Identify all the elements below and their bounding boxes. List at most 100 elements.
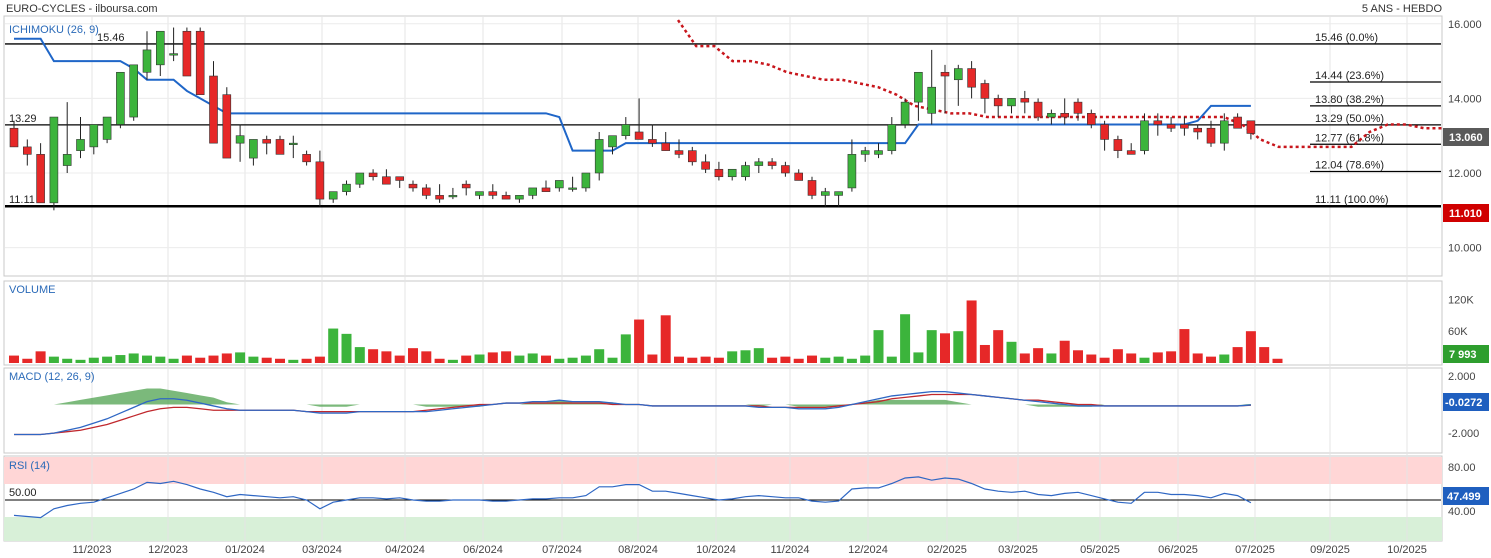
last-price-badge bbox=[1443, 128, 1489, 146]
volume-bar bbox=[594, 349, 605, 363]
candle-body bbox=[687, 150, 697, 163]
candle bbox=[820, 187, 830, 207]
candle bbox=[1233, 113, 1242, 129]
fib-right-label: 13.29 (50.0%) bbox=[1315, 113, 1384, 125]
candle-body bbox=[1140, 120, 1149, 151]
candle-body bbox=[169, 53, 178, 56]
candle bbox=[1033, 98, 1043, 121]
candle-body bbox=[328, 191, 338, 200]
candle-body bbox=[342, 183, 351, 192]
volume-bar bbox=[1046, 353, 1057, 363]
candle bbox=[727, 168, 737, 181]
candle-body bbox=[1100, 124, 1109, 140]
volume-bar bbox=[221, 353, 232, 363]
candle-body bbox=[1180, 124, 1189, 129]
volume-bar bbox=[301, 358, 312, 363]
volume-bar bbox=[607, 357, 618, 363]
volume-bar bbox=[979, 344, 990, 363]
candle bbox=[76, 117, 85, 159]
volume-bar bbox=[354, 347, 365, 363]
low-price-badge bbox=[1443, 204, 1489, 222]
candle bbox=[62, 102, 72, 173]
candle bbox=[249, 139, 258, 166]
candle bbox=[1180, 117, 1189, 136]
candle-body bbox=[701, 161, 710, 170]
candle-body bbox=[129, 64, 138, 118]
x-tick-label: 07/2024 bbox=[542, 544, 582, 556]
volume-bar bbox=[102, 356, 113, 363]
volume-bar bbox=[48, 356, 59, 363]
candle bbox=[22, 139, 32, 166]
volume-bar bbox=[35, 351, 46, 363]
rsi-y-tick: 40.00 bbox=[1448, 506, 1476, 518]
candle-body bbox=[22, 146, 32, 155]
candle-body bbox=[142, 49, 152, 73]
candle-body bbox=[368, 172, 378, 178]
macd-badge-text: -0.0272 bbox=[1445, 397, 1482, 409]
volume-badge-text: 7 993 bbox=[1449, 349, 1477, 361]
candle bbox=[355, 172, 365, 188]
candle bbox=[674, 139, 684, 159]
candle bbox=[860, 146, 870, 162]
x-tick-label: 09/2025 bbox=[1310, 544, 1350, 556]
volume-bar bbox=[208, 355, 219, 363]
y-axis-ticks: 16.000 14.000 12.000 10.000 120K 60K 2.000 -2.0… bbox=[1448, 19, 1482, 518]
candle-body bbox=[209, 75, 218, 144]
candle-body bbox=[1206, 127, 1216, 144]
candle bbox=[1126, 143, 1136, 155]
volume-bar bbox=[128, 353, 139, 363]
rsi-mid-label: 50.00 bbox=[9, 487, 37, 499]
price-panel-frame bbox=[3, 15, 1443, 277]
candle bbox=[701, 154, 710, 173]
candle bbox=[967, 61, 976, 99]
volume-bar bbox=[181, 355, 192, 363]
price-y-tick: 14.000 bbox=[1448, 93, 1482, 105]
fib-left-label: 15.46 bbox=[97, 32, 125, 44]
candle bbox=[222, 87, 232, 159]
candle bbox=[488, 184, 498, 200]
candle bbox=[914, 71, 923, 121]
grid bbox=[5, 17, 1441, 541]
candle bbox=[648, 124, 657, 147]
candle-body bbox=[515, 195, 524, 200]
volume-bar bbox=[9, 355, 19, 363]
candle bbox=[767, 158, 777, 170]
candle bbox=[262, 135, 272, 155]
volume-bar bbox=[820, 357, 831, 363]
chart-period: 5 ANS - HEBDO bbox=[1362, 3, 1443, 15]
x-tick-label: 08/2024 bbox=[618, 544, 658, 556]
candle bbox=[501, 191, 511, 200]
fibonacci-lines: 15.46 (0.0%) 15.46 14.44 (23.6%) 13.80 (38.… bbox=[5, 32, 1441, 501]
volume-bar bbox=[22, 358, 33, 363]
volume-bars bbox=[9, 300, 1283, 363]
candle-body bbox=[448, 195, 458, 198]
volume-bar bbox=[474, 354, 485, 363]
x-tick-label: 04/2024 bbox=[385, 544, 425, 556]
volume-bar bbox=[1245, 331, 1256, 363]
candle bbox=[102, 116, 112, 144]
candle bbox=[1166, 117, 1176, 132]
candle-body bbox=[528, 187, 538, 196]
candle bbox=[421, 184, 431, 200]
candle-body bbox=[395, 176, 405, 181]
candle-body bbox=[1073, 101, 1083, 114]
candle bbox=[209, 61, 218, 144]
volume-bar bbox=[155, 356, 166, 363]
candle bbox=[1153, 113, 1163, 136]
price-y-tick: 12.000 bbox=[1448, 168, 1482, 180]
volume-bar bbox=[780, 356, 791, 363]
volume-bar bbox=[62, 358, 73, 363]
volume-bar bbox=[235, 352, 246, 363]
candle-body bbox=[754, 161, 764, 166]
candle-body bbox=[634, 131, 644, 140]
x-tick-label: 10/2024 bbox=[696, 544, 736, 556]
volume-bar bbox=[993, 330, 1004, 363]
candle bbox=[288, 135, 298, 159]
candle-body bbox=[887, 124, 897, 151]
candle bbox=[515, 195, 524, 203]
volume-bar bbox=[846, 358, 857, 363]
rsi-polyline bbox=[13, 476, 1252, 519]
candle-body bbox=[794, 172, 804, 181]
volume-bar bbox=[953, 331, 964, 363]
